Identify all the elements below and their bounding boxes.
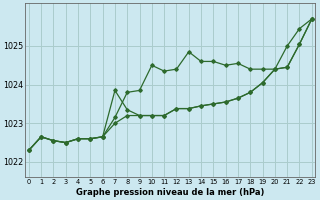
X-axis label: Graphe pression niveau de la mer (hPa): Graphe pression niveau de la mer (hPa)	[76, 188, 265, 197]
